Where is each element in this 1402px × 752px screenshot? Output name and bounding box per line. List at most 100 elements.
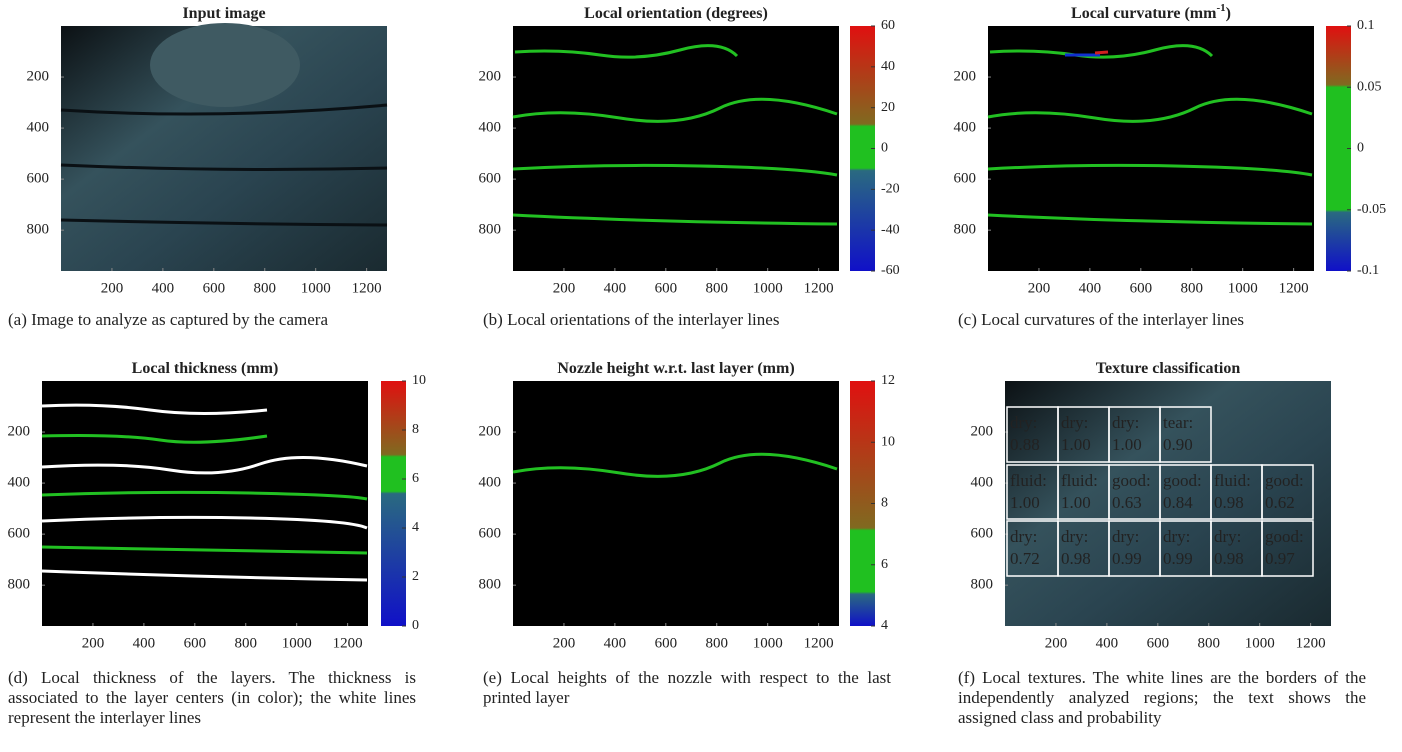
y-tick-label: 600 <box>479 171 502 187</box>
x-tick-label: 1200 <box>804 280 834 296</box>
y-tick-label: 400 <box>8 475 31 491</box>
photo-nozzle <box>150 23 300 107</box>
y-tick-label: 400 <box>954 120 977 136</box>
caption: (f) Local textures. The white lines are … <box>958 668 1366 727</box>
x-tick-label: 200 <box>82 635 105 651</box>
class-label: dry: <box>1010 413 1037 432</box>
colorbar-tick-label: 10 <box>412 373 426 388</box>
x-tick-label: 200 <box>1028 280 1051 296</box>
colorbar-tick-label: 6 <box>881 557 888 572</box>
x-tick-label: 1000 <box>282 635 312 651</box>
caption: (a) Image to analyze as captured by the … <box>8 310 328 329</box>
colorbar-tick-label: 60 <box>881 18 895 33</box>
class-label: good: <box>1265 527 1304 546</box>
y-tick-label: 200 <box>479 68 502 84</box>
x-tick-label: 1200 <box>1296 635 1326 651</box>
class-label: good: <box>1112 471 1151 490</box>
y-tick-label: 200 <box>971 423 994 439</box>
x-tick-label: 1000 <box>1245 635 1275 651</box>
class-label: fluid: <box>1214 471 1251 490</box>
class-label: dry: <box>1163 527 1190 546</box>
class-label: dry: <box>1010 527 1037 546</box>
colorbar-tick-label: 4 <box>881 618 888 633</box>
panel-title: Local thickness (mm) <box>132 360 279 377</box>
class-label: dry: <box>1112 413 1139 432</box>
class-probability: 0.72 <box>1010 549 1040 568</box>
class-label: fluid: <box>1061 471 1098 490</box>
title-text: Local orientation (degrees) <box>584 5 768 22</box>
class-label: dry: <box>1061 527 1088 546</box>
class-probability: 1.00 <box>1112 435 1142 454</box>
class-probability: 0.98 <box>1214 493 1244 512</box>
colorbar <box>1326 26 1351 271</box>
x-tick-label: 1000 <box>301 280 331 296</box>
colorbar-tick-label: 6 <box>412 471 419 486</box>
x-tick-label: 600 <box>203 280 226 296</box>
colorbar-tick-label: 8 <box>881 496 888 511</box>
panel-title: Local curvature (mm-1) <box>1071 2 1231 22</box>
texture-photo <box>1005 381 1331 626</box>
title-text: Local curvature (mm <box>1071 5 1217 22</box>
x-tick-label: 200 <box>101 280 124 296</box>
class-label: tear: <box>1163 413 1193 432</box>
caption: (d) Local thickness of the layers. The t… <box>8 668 416 727</box>
colorbar-tick-label: 4 <box>412 520 419 535</box>
x-tick-label: 400 <box>133 635 156 651</box>
x-tick-label: 400 <box>1079 280 1102 296</box>
curvature-lines <box>987 44 1313 226</box>
curvature-map <box>988 26 1314 271</box>
y-tick-label: 200 <box>954 68 977 84</box>
class-probability: 0.90 <box>1163 435 1193 454</box>
colorbar-tick-label: 0.05 <box>1357 79 1382 94</box>
y-tick-label: 600 <box>954 171 977 187</box>
colorbar-tick-label: 10 <box>881 434 895 449</box>
y-tick-label: 600 <box>971 526 994 542</box>
y-tick-label: 400 <box>971 475 994 491</box>
title-text: Texture classification <box>1096 360 1241 377</box>
x-tick-label: 1200 <box>1279 280 1309 296</box>
y-tick-label: 600 <box>27 171 50 187</box>
panel-title: Texture classification <box>1096 360 1241 377</box>
caption: (c) Local curvatures of the interlayer l… <box>958 310 1245 329</box>
class-probability: 0.98 <box>1061 549 1091 568</box>
x-tick-label: 800 <box>706 280 729 296</box>
panel-title: Nozzle height w.r.t. last layer (mm) <box>557 360 794 377</box>
class-label: dry: <box>1112 527 1139 546</box>
y-tick-label: 400 <box>479 120 502 136</box>
x-tick-label: 400 <box>1096 635 1119 651</box>
region-border <box>1159 406 1212 463</box>
y-tick-label: 400 <box>27 120 50 136</box>
y-tick-label: 600 <box>8 526 31 542</box>
y-tick-label: 800 <box>479 577 502 593</box>
y-tick-label: 800 <box>479 222 502 238</box>
class-probability: 1.00 <box>1061 435 1091 454</box>
panel-title: Input image <box>182 5 265 22</box>
colorbar-tick-label: 8 <box>412 422 419 437</box>
region-border <box>1261 520 1314 577</box>
nozzle-map <box>513 381 839 626</box>
class-probability: 0.97 <box>1265 549 1295 568</box>
class-probability: 1.00 <box>1061 493 1091 512</box>
x-tick-label: 600 <box>1147 635 1170 651</box>
x-tick-label: 800 <box>254 280 277 296</box>
x-tick-label: 400 <box>152 280 175 296</box>
class-probability: 0.84 <box>1163 493 1193 512</box>
y-tick-label: 600 <box>479 526 502 542</box>
curvature-accent <box>1094 50 1109 55</box>
title-text: Input image <box>182 5 265 22</box>
x-tick-label: 600 <box>655 635 678 651</box>
class-probability: 1.00 <box>1010 493 1040 512</box>
x-tick-label: 1200 <box>352 280 382 296</box>
x-tick-label: 800 <box>235 635 258 651</box>
y-tick-label: 200 <box>479 423 502 439</box>
colorbar-tick-label: -0.1 <box>1357 263 1379 278</box>
class-label: good: <box>1265 471 1304 490</box>
colorbar-tick-label: 12 <box>881 373 895 388</box>
colorbar-tick-label: 0.1 <box>1357 18 1375 33</box>
title-text: Local thickness (mm) <box>132 360 279 377</box>
region-border <box>1261 464 1314 520</box>
class-probability: 0.88 <box>1010 435 1040 454</box>
caption: (b) Local orientations of the interlayer… <box>483 310 780 329</box>
orientation-lines <box>512 44 838 226</box>
